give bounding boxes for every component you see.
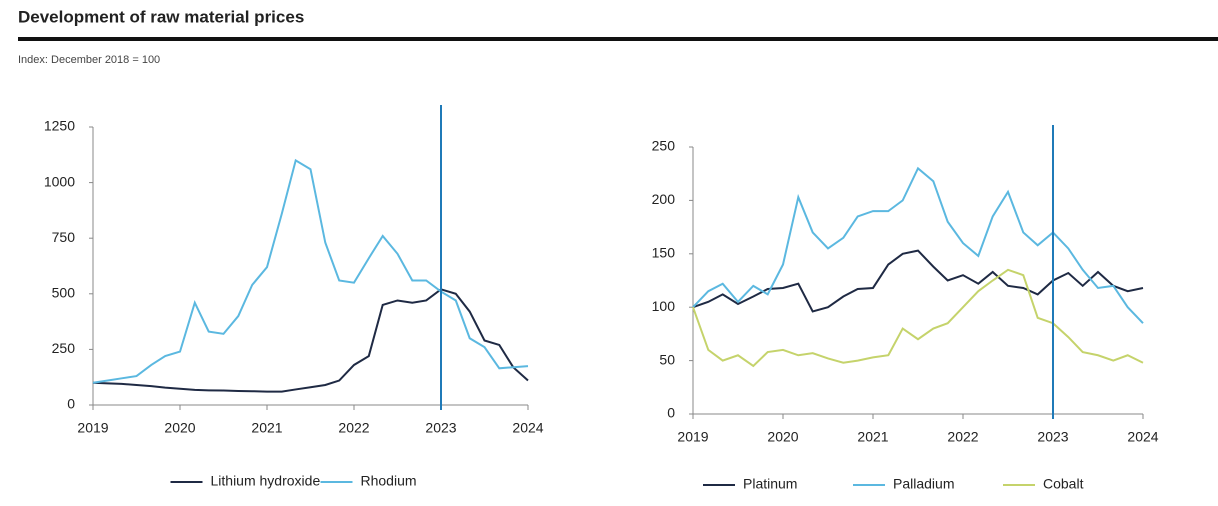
y-tick-label: 50 — [659, 351, 675, 367]
y-tick-label: 250 — [652, 138, 676, 154]
series-line — [692, 249, 1144, 313]
y-tick-label: 750 — [52, 229, 76, 245]
x-tick-label: 2023 — [1037, 429, 1068, 445]
x-tick-label: 2020 — [164, 420, 195, 436]
legend-label: Platinum — [743, 476, 797, 492]
x-tick-label: 2024 — [512, 420, 543, 436]
y-tick-label: 200 — [652, 191, 676, 207]
x-tick-label: 2022 — [947, 429, 978, 445]
series-line — [692, 268, 1144, 368]
x-tick-label: 2022 — [338, 420, 369, 436]
y-tick-label: 1000 — [44, 173, 75, 189]
title-rule — [18, 37, 1218, 41]
x-tick-label: 2019 — [677, 429, 708, 445]
page-subtitle: Index: December 2018 = 100 — [18, 54, 160, 66]
x-tick-label: 2021 — [857, 429, 888, 445]
legend-label: Lithium hydroxide — [211, 473, 321, 489]
series-line — [92, 158, 529, 384]
y-tick-label: 1250 — [44, 118, 75, 134]
legend-label: Cobalt — [1043, 476, 1084, 492]
page-title: Development of raw material prices — [18, 7, 304, 26]
series-line — [92, 288, 529, 393]
x-tick-label: 2019 — [77, 420, 108, 436]
x-tick-label: 2020 — [767, 429, 798, 445]
legend-label: Palladium — [893, 476, 954, 492]
y-tick-label: 250 — [52, 340, 76, 356]
x-tick-label: 2021 — [251, 420, 282, 436]
x-tick-label: 2024 — [1127, 429, 1158, 445]
y-tick-label: 0 — [667, 405, 675, 421]
legend-label: Rhodium — [361, 473, 417, 489]
x-tick-label: 2023 — [425, 420, 456, 436]
y-tick-label: 100 — [652, 298, 676, 314]
series-line — [692, 166, 1144, 324]
y-tick-label: 150 — [652, 245, 676, 261]
y-tick-label: 0 — [67, 396, 75, 412]
y-tick-label: 500 — [52, 285, 76, 301]
